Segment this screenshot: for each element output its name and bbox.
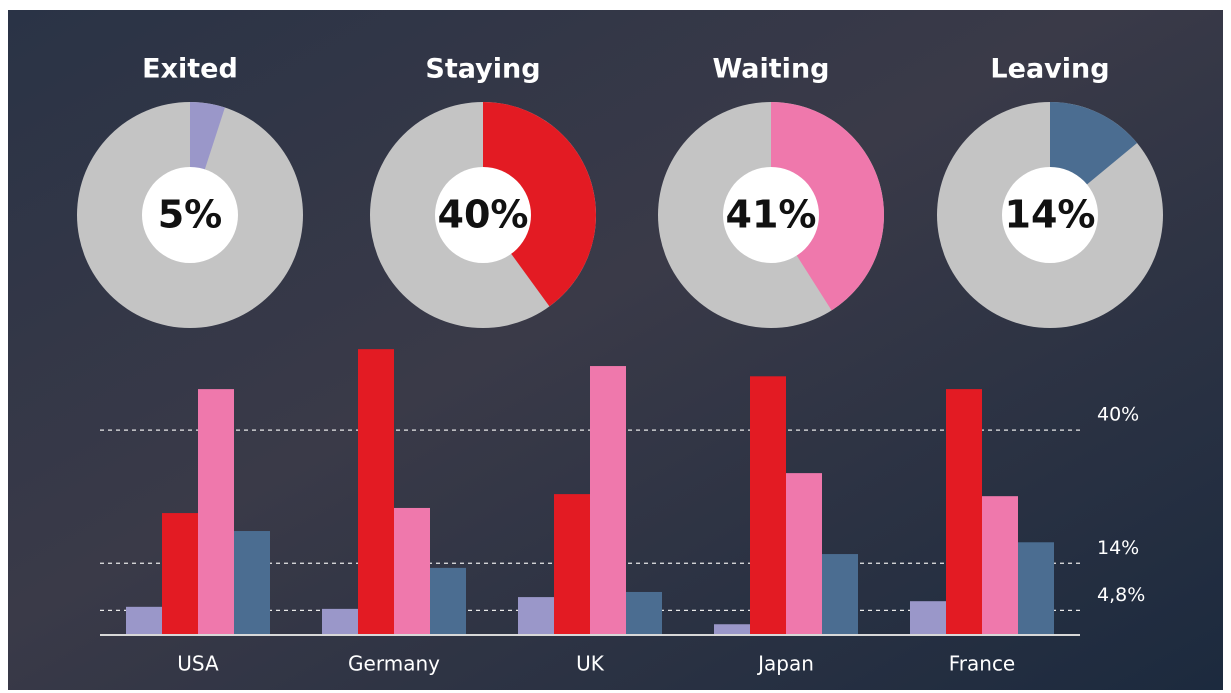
x-tick-label: France: [949, 652, 1016, 676]
bar: [554, 494, 590, 635]
bar: [198, 389, 234, 635]
x-tick-label: Japan: [756, 652, 814, 676]
bar: [394, 508, 430, 635]
bar: [910, 601, 946, 635]
x-tick-label: Germany: [348, 652, 440, 676]
bar: [358, 349, 394, 635]
y-tick-label: 40%: [1097, 404, 1139, 426]
bar: [786, 473, 822, 635]
x-tick-label: UK: [576, 652, 605, 676]
page: Exited 5% Staying 40% Waiting 41% Leaving 14% 40…: [0, 0, 1231, 693]
bar: [126, 607, 162, 635]
bar: [626, 592, 662, 635]
bar: [518, 597, 554, 635]
bar: [430, 568, 466, 635]
pie-value-label: 41%: [726, 193, 817, 237]
bar: [822, 554, 858, 635]
bar: [946, 389, 982, 635]
infographic: Exited 5% Staying 40% Waiting 41% Leaving 14% 40…: [0, 0, 1231, 693]
bar: [234, 531, 270, 635]
pie-title: Leaving: [990, 54, 1109, 85]
pie-value-label: 14%: [1005, 193, 1096, 237]
pie-title: Exited: [142, 54, 238, 85]
bar: [750, 376, 786, 635]
pie-value-label: 5%: [158, 193, 223, 237]
y-tick-label: 14%: [1097, 537, 1139, 559]
pie-value-label: 40%: [438, 193, 529, 237]
pie-title: Waiting: [712, 54, 829, 85]
y-tick-label: 4,8%: [1097, 584, 1145, 606]
bar: [1018, 542, 1054, 635]
bar: [322, 609, 358, 635]
bar: [982, 496, 1018, 635]
bar: [590, 366, 626, 635]
bar: [714, 624, 750, 635]
pie-title: Staying: [425, 54, 540, 85]
x-tick-label: USA: [177, 652, 219, 676]
bar: [162, 513, 198, 635]
